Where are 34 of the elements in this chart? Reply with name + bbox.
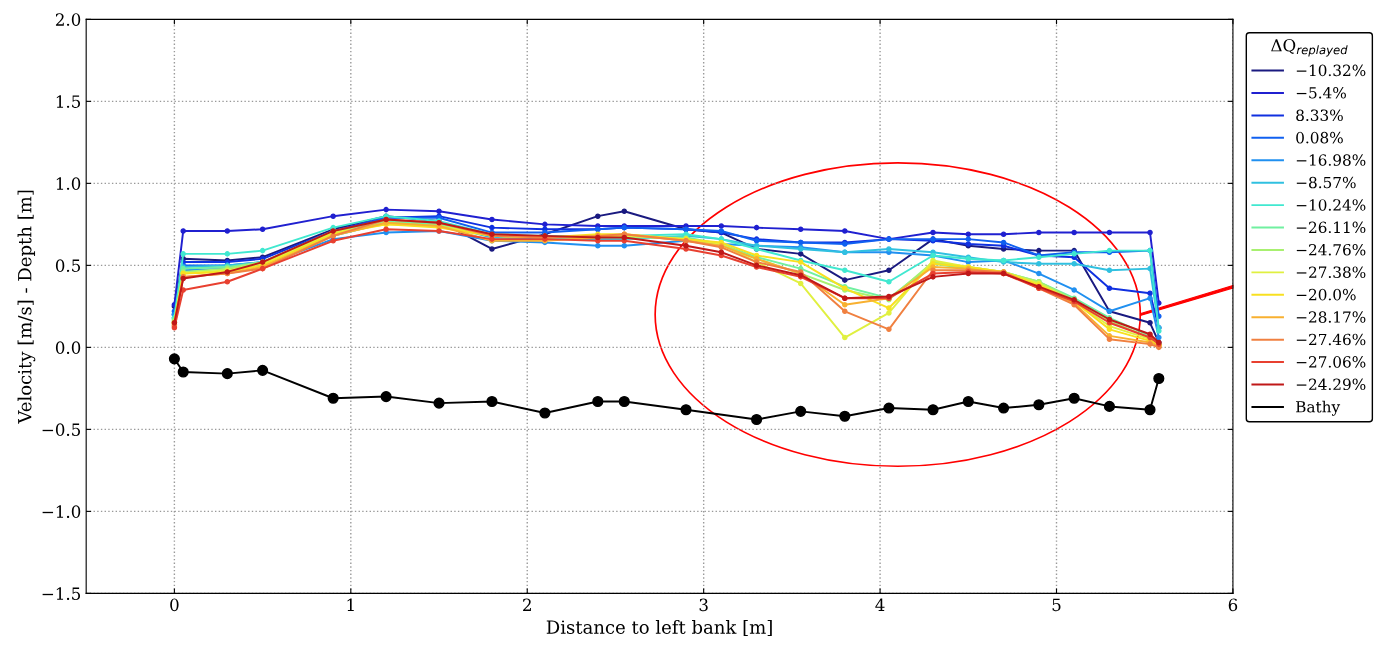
y-tick-label: 0.5 bbox=[55, 259, 81, 272]
legend-label: 0.08% bbox=[1296, 131, 1343, 144]
legend-label: −27.06% bbox=[1296, 356, 1366, 368]
y-tick-label: 1.0 bbox=[56, 177, 81, 190]
legend-label: −27.38% bbox=[1296, 266, 1366, 278]
legend-label: Bathy bbox=[1296, 400, 1341, 416]
y-axis-title: Velocity [m/s] - Depth [m] bbox=[17, 190, 36, 424]
y-tick-label: −0.5 bbox=[42, 423, 81, 436]
x-tick-label: 4 bbox=[875, 598, 885, 611]
y-tick-label: −1.5 bbox=[42, 587, 81, 600]
x-tick-label: 1 bbox=[347, 598, 354, 611]
y-tick-label: −1.0 bbox=[42, 505, 81, 518]
legend-label: −10.24% bbox=[1296, 199, 1366, 211]
y-tick-label: 2.0 bbox=[55, 13, 81, 26]
x-tick-label: 3 bbox=[699, 598, 708, 612]
x-axis-title: Distance to left bank [m] bbox=[546, 619, 772, 637]
legend-label: −16.98% bbox=[1296, 154, 1366, 166]
legend-label: −5.4% bbox=[1296, 87, 1346, 99]
legend-label: −10.32% bbox=[1296, 64, 1366, 77]
y-tick-label: 0.0 bbox=[55, 341, 81, 354]
x-tick-label: 5 bbox=[1052, 598, 1061, 612]
legend-label: −28.17% bbox=[1296, 311, 1366, 323]
legend-label: −27.46% bbox=[1296, 333, 1366, 346]
legend-label: −26.11% bbox=[1296, 221, 1366, 234]
legend-label: −8.57% bbox=[1296, 176, 1356, 189]
legend-label: 8.33% bbox=[1296, 109, 1343, 121]
x-tick-label: 2 bbox=[523, 598, 531, 611]
legend-title: ΔQ$_{replayed}$ bbox=[1271, 39, 1348, 57]
legend-label: −24.29% bbox=[1296, 378, 1366, 391]
x-tick-label: 0 bbox=[170, 598, 179, 612]
y-tick-label: 1.5 bbox=[56, 95, 81, 108]
legend-label: −24.76% bbox=[1296, 243, 1366, 256]
x-tick-label: 6 bbox=[1228, 598, 1238, 612]
legend-label: −20.0% bbox=[1296, 288, 1356, 301]
